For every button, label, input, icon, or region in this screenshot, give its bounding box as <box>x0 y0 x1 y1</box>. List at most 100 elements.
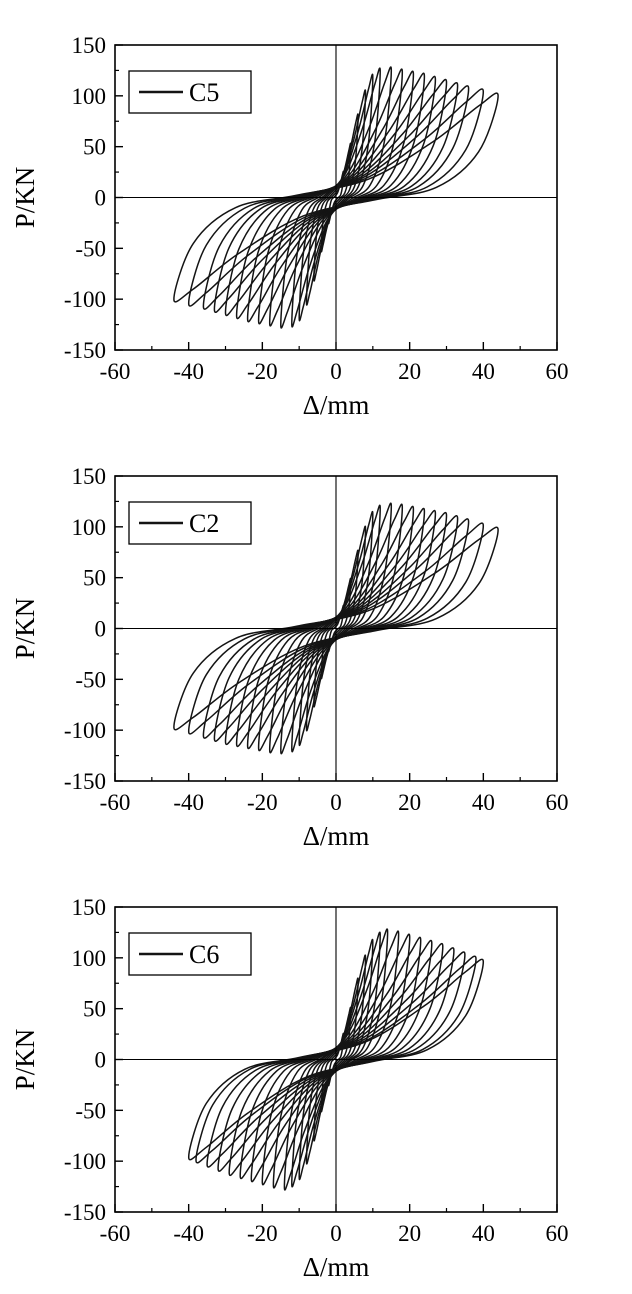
x-tick-label: -20 <box>247 790 278 815</box>
hysteresis-loop <box>291 931 381 1188</box>
hysteresis-loop <box>235 75 437 320</box>
hysteresis-loop <box>187 958 485 1161</box>
hysteresis-loop <box>257 70 415 325</box>
hysteresis-loop <box>173 92 499 303</box>
chart-block-c2: -60 -40 -20 0 20 40 60 -150 -100 -50 0 50 100 150 Δ/mm… <box>0 431 632 862</box>
x-tick-label: -40 <box>173 359 204 384</box>
y-axis-title: P/KN <box>10 1029 40 1091</box>
hysteresis-loop <box>213 81 459 314</box>
x-tick-label: 40 <box>472 1221 495 1246</box>
x-tick-label: 60 <box>546 790 569 815</box>
x-tick-label: 0 <box>330 1221 342 1246</box>
x-axis: -60 -40 -20 0 20 40 60 <box>100 773 569 815</box>
hysteresis-loop <box>305 525 367 732</box>
hysteresis-loop <box>298 938 374 1181</box>
chart-block-c6: -60 -40 -20 0 20 40 60 -150 -100 -50 0 50 100 150 Δ/mm… <box>0 862 632 1293</box>
hysteresis-loop <box>291 504 381 753</box>
y-tick-label: -100 <box>64 287 106 312</box>
hysteresis-loop <box>305 954 367 1165</box>
hysteresis-loop <box>173 526 499 731</box>
hysteresis-loop <box>246 72 426 323</box>
x-tick-label: 20 <box>398 359 421 384</box>
y-tick-label: 0 <box>95 186 107 211</box>
hysteresis-loops <box>173 66 499 329</box>
hysteresis-loop <box>268 503 404 754</box>
x-tick-label: 40 <box>472 790 495 815</box>
y-tick-label: -50 <box>75 236 106 261</box>
y-axis: -150 -100 -50 0 50 100 150 <box>64 464 123 794</box>
hysteresis-loop <box>206 951 466 1168</box>
x-tick-label: 0 <box>330 790 342 815</box>
chart-block-c5: -60 -40 -20 0 20 40 60 -150 -100 -50 0 50 100 150 Δ/mm… <box>0 0 632 431</box>
x-tick-label: 0 <box>330 359 342 384</box>
y-tick-label: -150 <box>64 1200 106 1225</box>
x-axis: -60 -40 -20 0 20 40 60 <box>100 1204 569 1246</box>
hysteresis-chart-c2: -60 -40 -20 0 20 40 60 -150 -100 -50 0 50 100 150 Δ/mm… <box>10 464 569 851</box>
y-axis: -150 -100 -50 0 50 100 150 <box>64 33 123 363</box>
hysteresis-loops <box>173 502 499 755</box>
hysteresis-loop <box>187 522 485 735</box>
y-tick-label: 100 <box>72 946 107 971</box>
hysteresis-loop <box>272 930 400 1189</box>
y-tick-label: 0 <box>95 1048 107 1073</box>
hysteresis-loop <box>291 67 381 328</box>
hysteresis-loop <box>261 933 411 1186</box>
legend: C6 <box>128 932 252 976</box>
x-axis-title: Δ/mm <box>303 390 370 420</box>
hysteresis-chart-c5: -60 -40 -20 0 20 40 60 -150 -100 -50 0 50 100 150 Δ/mm… <box>10 33 569 420</box>
x-tick-label: -20 <box>247 359 278 384</box>
y-tick-label: 150 <box>72 464 107 489</box>
x-tick-label: -60 <box>100 1221 131 1246</box>
x-tick-label: -40 <box>173 790 204 815</box>
hysteresis-loop <box>280 502 393 755</box>
y-tick-label: 150 <box>72 33 107 58</box>
x-tick-label: -20 <box>247 1221 278 1246</box>
legend-label: C6 <box>189 940 219 969</box>
y-axis-title: P/KN <box>10 598 40 660</box>
y-tick-label: 50 <box>83 997 106 1022</box>
x-tick-label: -60 <box>100 790 131 815</box>
hysteresis-chart-c6: -60 -40 -20 0 20 40 60 -150 -100 -50 0 50 100 150 Δ/mm… <box>10 895 569 1282</box>
hysteresis-loops <box>187 928 485 1191</box>
x-tick-label: 20 <box>398 790 421 815</box>
y-tick-label: 100 <box>72 515 107 540</box>
hysteresis-loop <box>268 68 404 327</box>
x-tick-label: -40 <box>173 1221 204 1246</box>
x-tick-label: 40 <box>472 359 495 384</box>
y-tick-label: -50 <box>75 667 106 692</box>
x-tick-label: 20 <box>398 1221 421 1246</box>
y-tick-label: -100 <box>64 1149 106 1174</box>
y-tick-label: 100 <box>72 84 107 109</box>
y-tick-label: 150 <box>72 895 107 920</box>
hysteresis-loop <box>257 505 415 752</box>
legend: C5 <box>128 70 252 114</box>
hysteresis-loop <box>217 947 455 1172</box>
hysteresis-loop <box>280 66 393 329</box>
y-tick-label: -150 <box>64 338 106 363</box>
hysteresis-loop <box>202 518 470 739</box>
y-axis-title: P/KN <box>10 167 40 229</box>
hysteresis-loop <box>202 85 470 310</box>
hysteresis-loop <box>235 509 437 748</box>
hysteresis-loop <box>187 88 485 307</box>
legend-box <box>128 70 252 114</box>
y-tick-label: 0 <box>95 617 107 642</box>
x-axis-title: Δ/mm <box>303 1252 370 1282</box>
y-tick-label: -100 <box>64 718 106 743</box>
hysteresis-loop <box>228 942 444 1177</box>
x-tick-label: 60 <box>546 1221 569 1246</box>
y-tick-label: -150 <box>64 769 106 794</box>
hysteresis-loop <box>305 89 367 306</box>
hysteresis-loop <box>213 515 459 742</box>
y-tick-label: 50 <box>83 135 106 160</box>
y-axis: -150 -100 -50 0 50 100 150 <box>64 895 123 1225</box>
hysteresis-loop <box>224 78 448 317</box>
y-tick-label: 50 <box>83 566 106 591</box>
hysteresis-loop <box>250 936 422 1183</box>
hysteresis-loop <box>246 507 426 750</box>
hysteresis-loop <box>239 939 433 1180</box>
hysteresis-loop <box>224 511 448 746</box>
x-axis-title: Δ/mm <box>303 821 370 851</box>
y-tick-label: -50 <box>75 1098 106 1123</box>
